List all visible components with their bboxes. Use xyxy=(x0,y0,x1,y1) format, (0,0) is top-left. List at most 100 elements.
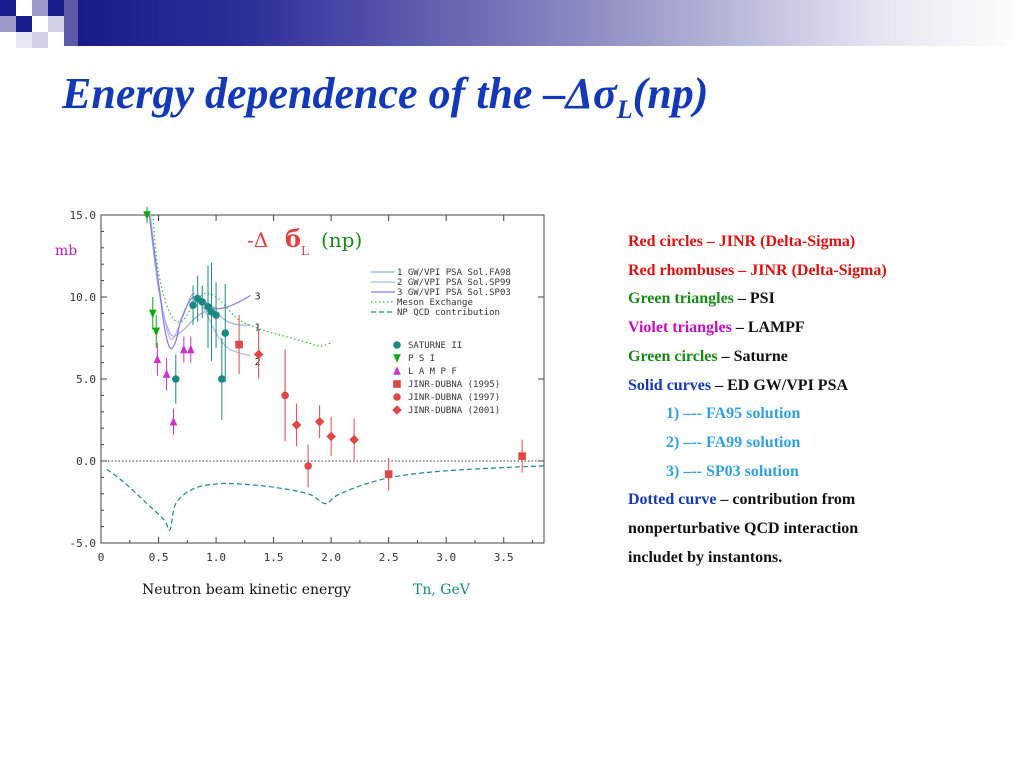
legend-label-curve-0: 1 GW/VPI PSA Sol.FA98 xyxy=(397,268,511,278)
data-point xyxy=(153,354,162,364)
deco-square-1 xyxy=(0,0,16,16)
plot-title-np: (np) xyxy=(321,228,362,252)
title-main: Energy dependence of the –Δσ xyxy=(62,69,617,118)
title-tail: (np) xyxy=(632,69,709,118)
note-violet-triangles-text: – LAMPF xyxy=(731,319,805,337)
x-tick-label: 1.5 xyxy=(264,551,284,564)
note-violet-triangles-label: Violet triangles xyxy=(628,319,732,337)
note-qcd-line: nonperturbative QCD interaction xyxy=(628,520,859,538)
x-tick-label: 0 xyxy=(98,551,105,564)
plot-title-sigma: б xyxy=(285,224,301,253)
plot-title-subscript: L xyxy=(301,244,309,258)
deco-square-6 xyxy=(48,16,64,32)
deco-square-7 xyxy=(32,32,48,48)
curve-4 xyxy=(106,465,544,532)
data-point xyxy=(189,301,197,309)
legend-label-marker-0: SATURNE II xyxy=(408,341,462,351)
slide-title: Energy dependence of the –ΔσL(np) xyxy=(62,68,708,125)
header-gradient-bar xyxy=(78,0,1024,46)
data-point xyxy=(518,452,526,460)
deco-square-2 xyxy=(16,0,32,16)
legend-label-marker-1: P S I xyxy=(408,354,435,364)
note-solid-curves-label: Solid curves xyxy=(628,376,712,394)
y-tick-label: 5.0 xyxy=(76,373,96,386)
series-1 xyxy=(143,206,161,348)
data-point xyxy=(304,462,312,470)
data-point xyxy=(326,431,336,442)
note-red-rhombuses-label: Red rhombuses – JINR (Delta-Sigma) xyxy=(628,261,887,279)
series-3 xyxy=(235,315,526,491)
data-point xyxy=(221,329,230,337)
data-point xyxy=(212,311,220,319)
note-solution-fa99: 2) –-- FA99 solution xyxy=(666,433,801,451)
legend-label-marker-2: L A M P F xyxy=(408,367,457,377)
note-red-circles-text: JINR (Delta-Sigma) xyxy=(718,233,856,250)
deco-square-4 xyxy=(0,16,16,32)
note-instantons-line: includet by instantons. xyxy=(628,548,783,566)
curve-number-label-0: 3 xyxy=(255,291,261,302)
legend-marker-swatch xyxy=(393,341,401,349)
chart-panel: 0 0.5 1.0 1.5 2.0 2.5 3.0 3.5 15.0 10.0 5.0 0.0 -5.0… xyxy=(45,205,569,600)
note-solution-fa95: 1) –-- FA95 solution xyxy=(666,405,801,423)
legend-label-curve-4: NP QCD contribution xyxy=(397,308,500,318)
y-tick-label: 15.0 xyxy=(70,209,97,222)
notes-panel: Red circles – JINR (Delta-Sigma) Red rho… xyxy=(628,228,1013,572)
data-point xyxy=(186,344,195,354)
legend-marker-swatch xyxy=(392,405,402,415)
deco-square-3 xyxy=(32,0,48,16)
x-tick-label: 1.0 xyxy=(206,551,226,564)
series-0 xyxy=(171,262,230,420)
y-tick-label: -5.0 xyxy=(70,537,97,550)
note-green-circles-text: – Saturne xyxy=(717,347,788,365)
curve-number-label-1: 1 xyxy=(255,323,261,334)
note-dotted-curve-label: Dotted curve xyxy=(628,491,717,509)
legend-label-curve-2: 3 GW/VPI PSA Sol.SP03 xyxy=(397,288,511,298)
note-solid-curves-text: – ED GW/VPI PSA xyxy=(711,376,849,394)
legend-label-marker-3: JINR-DUBNA (1995) xyxy=(408,380,500,390)
note-dotted-curve: Dotted curve – contribution from xyxy=(628,486,1013,515)
y-tick-label: 0.0 xyxy=(76,455,96,468)
data-point xyxy=(198,298,207,306)
legend-marker-swatch xyxy=(393,393,401,401)
legend-marker-swatch xyxy=(393,354,401,363)
data-point xyxy=(291,420,302,430)
data-point xyxy=(218,375,226,383)
data-point xyxy=(148,309,157,319)
deco-square-9 xyxy=(48,0,64,16)
note-red-rhombuses: Red rhombuses – JINR (Delta-Sigma) xyxy=(628,257,1013,286)
x-tick-label: 3.5 xyxy=(494,551,514,564)
data-point xyxy=(314,416,325,427)
curve-2 xyxy=(148,215,251,350)
data-point xyxy=(180,344,188,354)
curve-number-label-2: 2 xyxy=(255,357,261,368)
curve-3 xyxy=(152,215,332,347)
data-point xyxy=(235,340,243,349)
legend-label-marker-5: JINR-DUBNA (2001) xyxy=(408,406,500,416)
x-tick-label: 2.5 xyxy=(379,551,399,564)
data-point xyxy=(162,369,171,378)
series-2 xyxy=(153,336,195,435)
note-violet-triangles: Violet triangles – LAMPF xyxy=(628,314,1013,343)
x-tick-label: 2.0 xyxy=(321,551,341,564)
plot-frame xyxy=(100,214,545,544)
series-5 xyxy=(253,329,359,461)
note-solid-curves: Solid curves – ED GW/VPI PSA xyxy=(628,372,1013,401)
series-4 xyxy=(281,349,312,488)
note-red-circles-label: Red circles – xyxy=(628,233,719,250)
data-point xyxy=(384,470,393,478)
deco-square-10 xyxy=(64,0,78,46)
chart: 0 0.5 1.0 1.5 2.0 2.5 3.0 3.5 15.0 10.0 5.0 0.0 -5.0… xyxy=(55,206,545,598)
data-point xyxy=(169,416,178,426)
corner-decoration xyxy=(0,0,78,48)
data-point xyxy=(349,434,359,445)
data-point xyxy=(253,349,264,360)
plot-title-delta: -Δ xyxy=(247,228,268,252)
x-tick-label: 0.5 xyxy=(149,551,169,564)
note-green-circles: Green circles – Saturne xyxy=(628,343,1013,372)
data-point xyxy=(143,211,151,220)
data-point xyxy=(281,391,289,400)
note-green-triangles-label: Green triangles xyxy=(628,290,734,308)
x-axis-unit-label: Tn, GeV xyxy=(413,582,471,598)
legend-marker-swatch xyxy=(393,380,401,388)
